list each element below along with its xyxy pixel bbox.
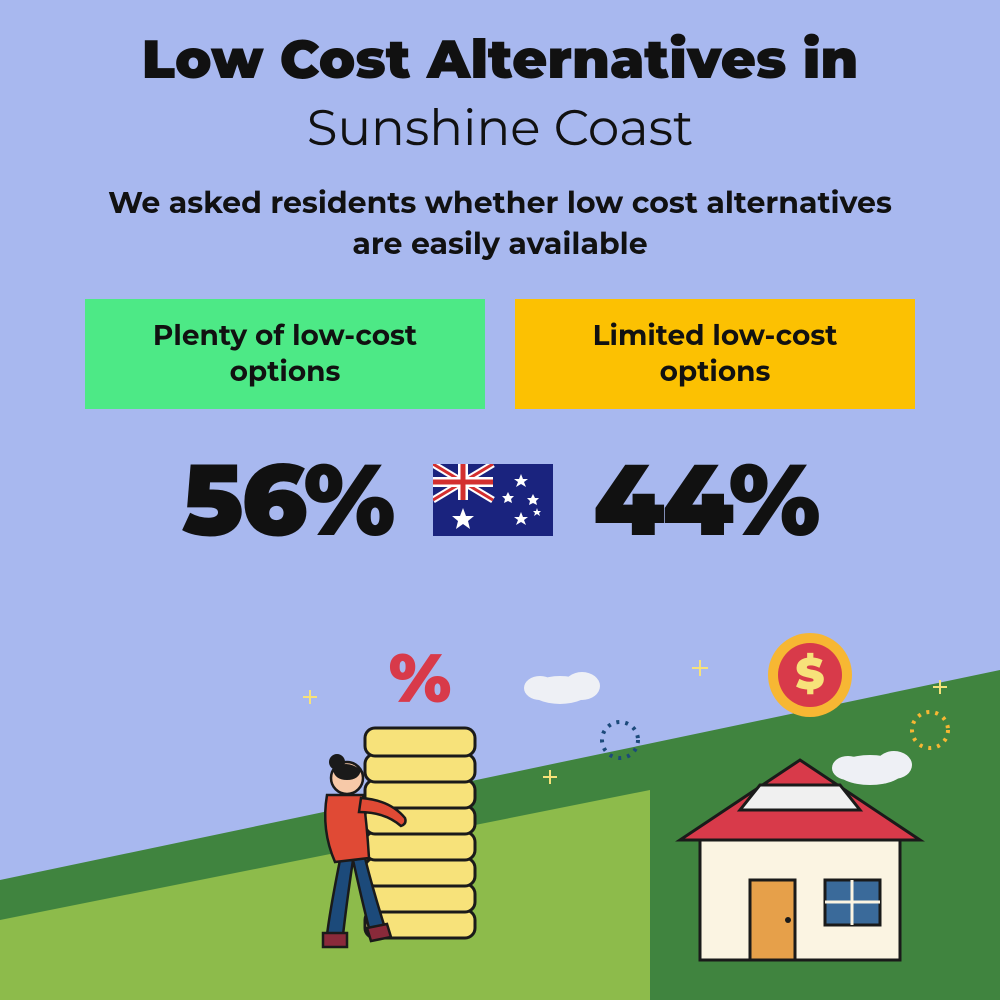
illustration: $ % <box>0 620 1000 1000</box>
svg-text:%: % <box>389 637 451 720</box>
title-block: Low Cost Alternatives in Sunshine Coast <box>0 0 1000 158</box>
title-line2: Sunshine Coast <box>0 97 1000 158</box>
percent-limited: 44% <box>593 439 818 561</box>
infographic-canvas: Low Cost Alternatives in Sunshine Coast … <box>0 0 1000 1000</box>
option-plenty: Plenty of low-cost options <box>85 299 485 409</box>
percent-row: 56% <box>0 439 1000 561</box>
option-limited-label: Limited low-cost options <box>545 318 885 391</box>
options-row: Plenty of low-cost options Limited low-c… <box>0 299 1000 409</box>
option-limited: Limited low-cost options <box>515 299 915 409</box>
option-plenty-label: Plenty of low-cost options <box>115 318 455 391</box>
svg-text:$: $ <box>796 647 825 701</box>
percent-plenty: 56% <box>182 439 394 561</box>
subtitle: We asked residents whether low cost alte… <box>90 183 910 264</box>
australia-flag-icon <box>433 464 553 536</box>
title-line1: Low Cost Alternatives in <box>0 30 1000 89</box>
